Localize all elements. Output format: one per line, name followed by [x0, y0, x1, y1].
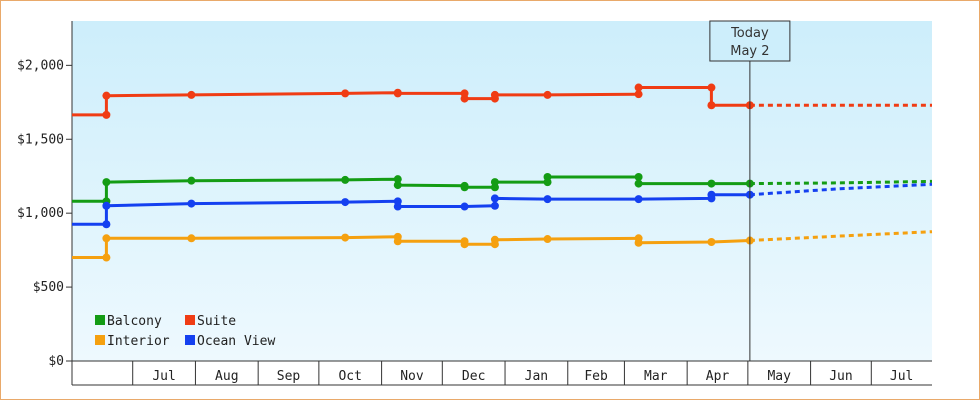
legend-label-suite: Suite [197, 314, 236, 329]
x-tick-label: Sep [277, 369, 301, 384]
data-point [707, 83, 716, 92]
data-point [102, 201, 111, 210]
data-point [187, 176, 196, 185]
data-point [543, 172, 552, 181]
data-point [393, 89, 402, 98]
data-point [187, 234, 196, 243]
data-point [341, 175, 350, 184]
x-tick-label: Jan [525, 369, 548, 384]
x-tick-label: Mar [644, 369, 668, 384]
y-tick-label: $500 [33, 280, 64, 295]
legend-swatch-suite [185, 315, 195, 325]
data-point [634, 195, 643, 204]
x-tick-label: May [767, 369, 791, 384]
x-tick-label: Dec [462, 369, 485, 384]
data-point [460, 94, 469, 103]
today-label: Today [730, 26, 769, 41]
data-point [634, 238, 643, 247]
legend: Balcony Suite Interior Ocean View [95, 314, 275, 349]
data-point [341, 233, 350, 242]
legend-label-balcony: Balcony [107, 314, 162, 329]
series-forecast-ocean-view [749, 182, 933, 197]
series-suite [72, 83, 932, 119]
data-point [102, 178, 111, 187]
data-point [634, 90, 643, 99]
x-tick-label: Jul [890, 369, 913, 384]
plot-area [72, 21, 932, 361]
data-point [187, 90, 196, 99]
y-tick-label: $1,500 [17, 132, 64, 147]
data-point [341, 198, 350, 207]
legend-label-ocean-view: Ocean View [197, 334, 275, 349]
today-marker: Today May 2 [709, 20, 791, 361]
series-interior [72, 230, 933, 262]
data-point [460, 202, 469, 211]
data-point [707, 238, 716, 246]
data-point [543, 195, 552, 204]
data-point [460, 240, 469, 249]
data-point [341, 89, 350, 98]
x-tick-label: Jun [829, 369, 852, 384]
y-tick-label: $1,000 [17, 206, 64, 221]
data-point [490, 178, 499, 187]
data-point [490, 201, 499, 210]
data-point [460, 183, 469, 192]
data-point [393, 202, 402, 211]
legend-swatch-interior [95, 335, 105, 345]
series-ocean-view [72, 182, 933, 229]
x-axis: Jul Aug Sep Oct Nov Dec Jan Feb Mar Apr May Jun Jul [72, 360, 932, 386]
data-point [187, 199, 196, 208]
legend-label-interior: Interior [107, 334, 170, 349]
x-tick-label: Oct [338, 369, 361, 384]
data-point [543, 235, 552, 244]
data-point [634, 83, 643, 92]
today-box [709, 20, 791, 62]
data-point [102, 91, 111, 100]
y-tick-label: $0 [48, 354, 64, 369]
data-point [393, 237, 402, 246]
x-tick-label: Aug [215, 369, 238, 384]
x-tick-label: Feb [584, 369, 608, 384]
y-tick-label: $2,000 [17, 58, 64, 73]
data-point [102, 220, 111, 229]
today-date: May 2 [730, 44, 769, 59]
data-point [102, 234, 111, 243]
data-point [393, 181, 402, 190]
x-tick-label: Nov [400, 369, 424, 384]
data-point [102, 253, 111, 262]
data-point [707, 179, 716, 188]
x-tick-label: Apr [706, 369, 730, 384]
data-point [707, 190, 716, 199]
y-axis: $0 $500 $1,000 $1,500 $2,000 [17, 21, 73, 385]
legend-swatch-ocean-view [185, 335, 195, 345]
data-point [490, 90, 499, 99]
data-point [543, 90, 552, 99]
data-point [393, 175, 402, 184]
x-tick-label: Jul [152, 369, 175, 384]
series-balcony [72, 172, 933, 206]
data-point [707, 101, 716, 110]
series-layer [72, 83, 933, 262]
data-point [490, 194, 499, 203]
legend-swatch-balcony [95, 315, 105, 325]
data-point [490, 235, 499, 244]
data-point [102, 110, 111, 119]
data-point [634, 179, 643, 188]
series-forecast-balcony [749, 179, 933, 186]
series-forecast-interior [749, 230, 933, 242]
data-point [634, 172, 643, 181]
